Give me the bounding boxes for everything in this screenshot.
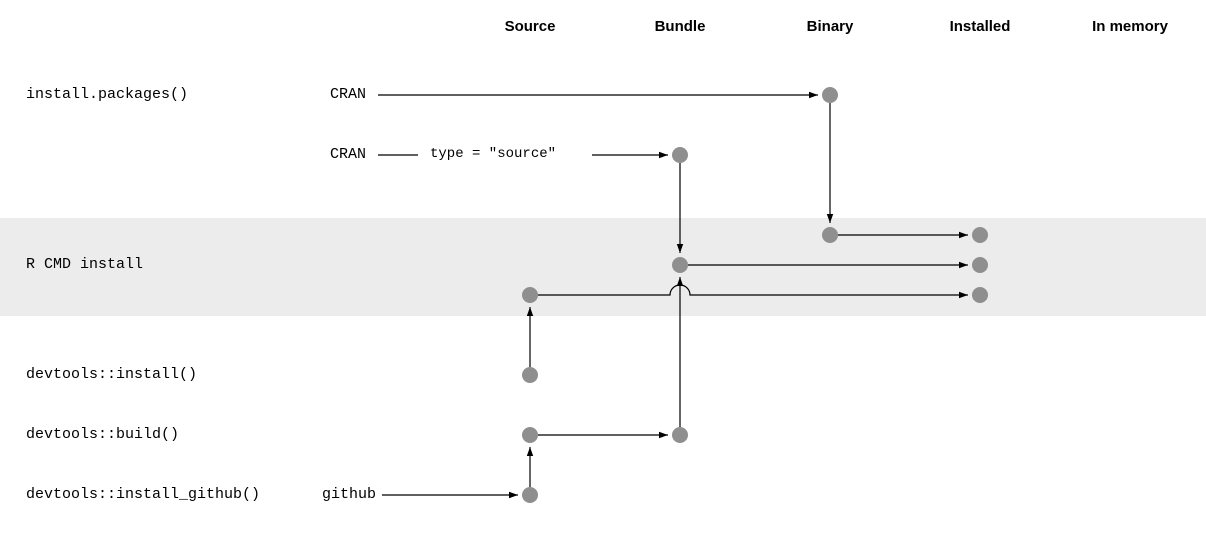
column-header-source: Source — [505, 18, 556, 35]
column-header-binary: Binary — [807, 18, 854, 35]
row-label-4: devtools::install_github() — [26, 486, 260, 503]
column-header-installed: Installed — [950, 18, 1011, 35]
row-label-0: install.packages() — [26, 86, 188, 103]
row-label-3: devtools::build() — [26, 426, 179, 443]
inline-label-cran-2: CRAN — [330, 146, 366, 163]
inline-label-github: github — [322, 486, 376, 503]
column-header-bundle: Bundle — [655, 18, 706, 35]
inline-label-cran-1: CRAN — [330, 86, 366, 103]
diagram-stage: Source Bundle Binary Installed In memory inst… — [0, 0, 1206, 543]
diagram-svg — [0, 0, 1206, 543]
inline-label-type-source: type = "source" — [430, 146, 556, 162]
row-label-1: R CMD install — [26, 256, 143, 273]
column-header-inmemory: In memory — [1092, 18, 1168, 35]
row-label-2: devtools::install() — [26, 366, 197, 383]
